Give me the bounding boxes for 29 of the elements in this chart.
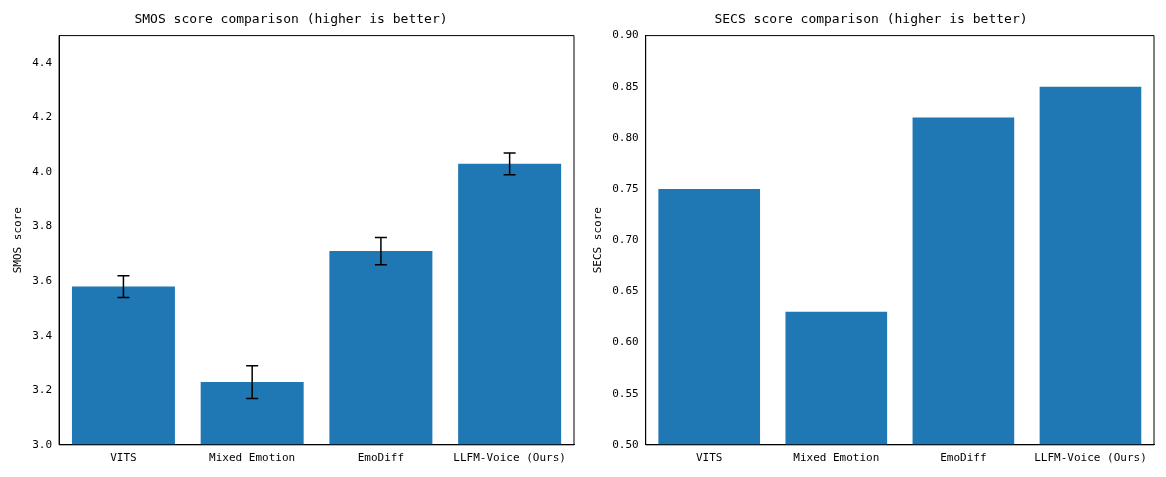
y-tick-label: 3.0 xyxy=(32,437,53,451)
x-tick-label: Mixed Emotion xyxy=(793,451,880,465)
y-tick-label: 3.8 xyxy=(32,219,53,233)
y-tick-label: 4.4 xyxy=(32,55,53,69)
y-tick-label: 3.2 xyxy=(32,383,53,397)
y-tick-label: 3.6 xyxy=(32,273,53,287)
y-tick-label: 0.65 xyxy=(612,284,639,298)
x-tick-label: VITS xyxy=(695,451,723,465)
x-tick-label: EmoDiff xyxy=(940,451,987,465)
y-tick-label: 0.75 xyxy=(612,181,639,195)
x-tick-label: LLFM-Voice (Ours) xyxy=(453,451,566,465)
x-tick-label: Mixed Emotion xyxy=(209,451,296,465)
x-tick-label: EmoDiff xyxy=(357,451,405,465)
chart-title: SMOS score comparison (higher is better) xyxy=(134,11,448,27)
y-tick-label: 0.55 xyxy=(612,386,639,400)
y-tick-label: 0.70 xyxy=(612,233,639,247)
y-tick-label: 0.80 xyxy=(612,130,639,144)
y-tick-label: 4.2 xyxy=(32,110,53,124)
y-tick-label: 0.90 xyxy=(612,28,639,42)
y-tick-label: 0.85 xyxy=(612,79,639,93)
y-tick-label: 4.0 xyxy=(32,164,53,178)
y-tick-label: 0.60 xyxy=(612,335,639,349)
chart-title: SECS score comparison (higher is better) xyxy=(714,11,1028,27)
y-tick-label: 0.50 xyxy=(612,437,639,451)
x-tick-label: LLFM-Voice (Ours) xyxy=(1034,451,1147,465)
y-axis-title: SMOS score xyxy=(11,207,25,274)
y-axis-title: SECS score xyxy=(591,207,605,274)
y-tick-label: 3.4 xyxy=(32,328,53,342)
x-tick-label: VITS xyxy=(110,451,137,465)
